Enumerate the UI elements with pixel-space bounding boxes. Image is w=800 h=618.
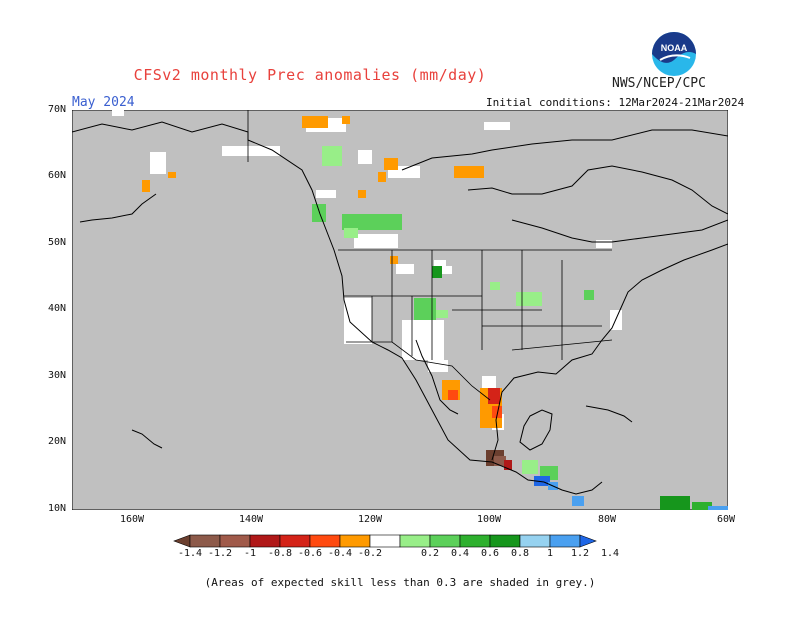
lon-label: 60W (716, 514, 736, 525)
colorbar-tick-label: -0.8 (267, 548, 293, 559)
colorbar-arrow-left (173, 534, 191, 548)
forecast-month: May 2024 (72, 95, 135, 110)
lat-label: 40N (47, 303, 66, 314)
colorbar-cell (429, 534, 461, 548)
anomaly-map (72, 110, 728, 510)
colorbar-tick-label: 0.8 (510, 548, 530, 559)
initial-conditions: Initial conditions: 12Mar2024-21Mar2024 (486, 96, 745, 109)
lon-label: 80W (597, 514, 617, 525)
negative-anomaly-areas (142, 116, 512, 470)
colorbar-cell (369, 534, 401, 548)
colorbar-cell (279, 534, 311, 548)
colorbar-tick-label: -1.4 (177, 548, 203, 559)
lon-label: 140W (238, 514, 264, 525)
colorbar-tick-label: -0.2 (357, 548, 383, 559)
political-borders (247, 110, 613, 401)
lat-label: 50N (47, 237, 66, 248)
agency-label: NWS/NCEP/CPC (612, 76, 706, 91)
lat-label: 20N (47, 436, 66, 447)
colorbar-cell (489, 534, 521, 548)
colorbar-tick-label: 1 (546, 548, 554, 559)
colorbar-cell (459, 534, 491, 548)
colorbar-tick-label: 1.4 (600, 548, 620, 559)
colorbar-cell (519, 534, 551, 548)
colorbar-tick-label: 0.4 (450, 548, 470, 559)
noaa-logo: NOAA (650, 30, 698, 82)
colorbar-tick-label: 1.2 (570, 548, 590, 559)
colorbar-cell (249, 534, 281, 548)
colorbar-tick-label: 0.2 (420, 548, 440, 559)
colorbar-tick-label: -1.2 (207, 548, 233, 559)
lon-label: 120W (357, 514, 383, 525)
lon-label: 100W (476, 514, 502, 525)
lat-label: 70N (47, 104, 66, 115)
colorbar (173, 534, 597, 548)
colorbar-cell (339, 534, 371, 548)
colorbar-cell (309, 534, 341, 548)
lon-label: 160W (119, 514, 145, 525)
map-title: CFSv2 monthly Prec anomalies (mm/day) (133, 66, 487, 84)
lat-label: 60N (47, 170, 66, 181)
colorbar-tick-label: 0.6 (480, 548, 500, 559)
colorbar-cell (219, 534, 251, 548)
colorbar-tick-label: -0.4 (327, 548, 353, 559)
positive-anomaly-areas (312, 146, 712, 510)
lat-label: 30N (47, 370, 66, 381)
skill-note: (Areas of expected skill less than 0.3 a… (204, 576, 596, 589)
lat-label: 10N (47, 503, 66, 514)
colorbar-tick-label: -1 (243, 548, 257, 559)
colorbar-cell (189, 534, 221, 548)
colorbar-cell (399, 534, 431, 548)
coastlines (72, 121, 728, 495)
colorbar-tick-label: -0.6 (297, 548, 323, 559)
colorbar-cell (549, 534, 581, 548)
noaa-logo-text: NOAA (661, 43, 688, 53)
colorbar-arrow-right (579, 534, 597, 548)
